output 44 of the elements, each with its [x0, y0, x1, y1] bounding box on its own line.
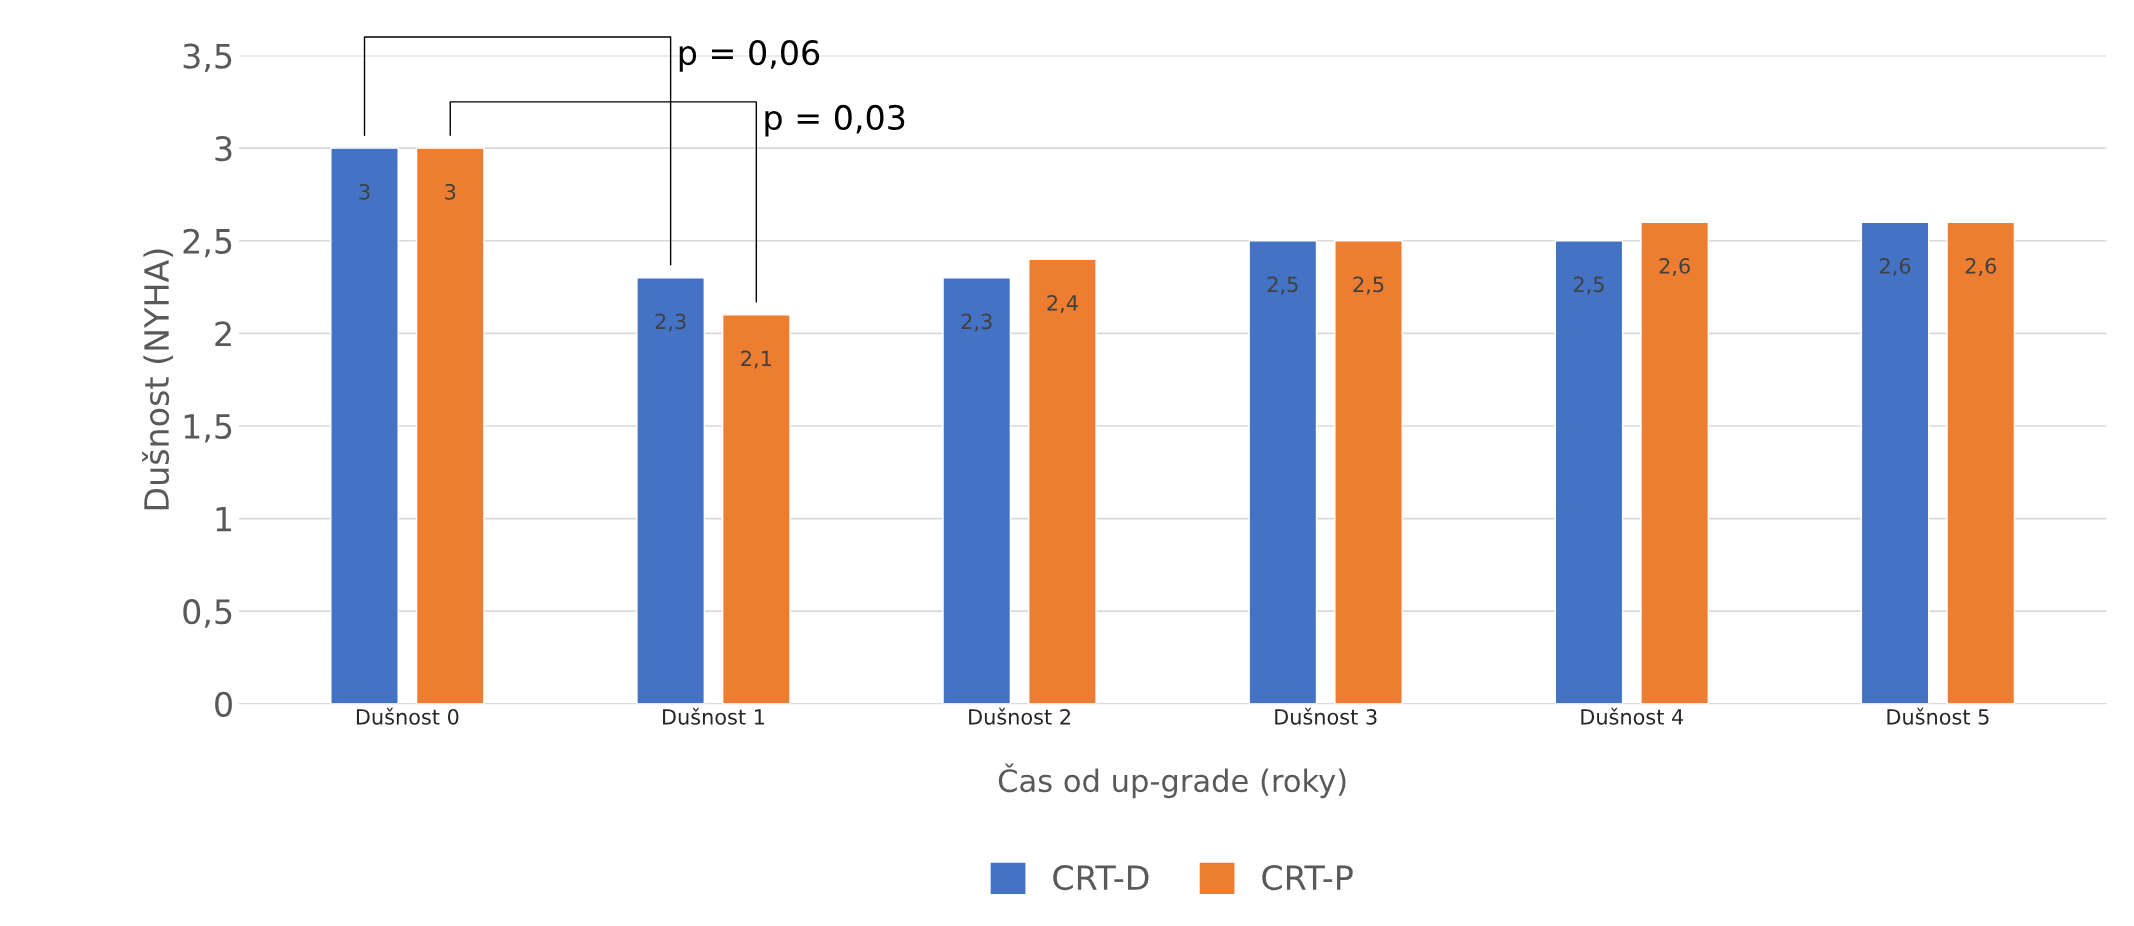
legend-label: CRT-D: [1053, 864, 1149, 891]
x-tick-label: Dušnost 2: [969, 707, 1070, 725]
bar: [721, 314, 791, 704]
x-tick-label: Dušnost 3: [1275, 707, 1377, 725]
x-tick-label: Dušnost 5: [1887, 707, 1989, 725]
bar: [330, 147, 399, 704]
bar: [942, 277, 1012, 704]
y-tick-label: 3: [215, 136, 232, 162]
annotation: p = 0,06: [679, 40, 820, 72]
data-label: 2,3: [961, 313, 992, 332]
bar: [1554, 240, 1624, 704]
legend-label: CRT-P: [1262, 864, 1353, 891]
x-axis-title: Čas od up-grade (roky): [998, 763, 1346, 799]
bar: [415, 147, 485, 704]
y-tick-label: 2: [215, 321, 231, 347]
data-label: 2,6: [1659, 258, 1690, 276]
x-tick-label: Dušnost 4: [1581, 707, 1684, 725]
x-tick-label: Dušnost 1: [663, 707, 765, 725]
data-label: 2,4: [1047, 295, 1078, 313]
bar: [1860, 221, 1930, 704]
data-label: 2,5: [1573, 276, 1604, 295]
y-tick-label: 0: [215, 691, 232, 717]
bar: [636, 277, 705, 704]
bar: [1946, 221, 2016, 704]
annotation: p = 0,03: [765, 104, 905, 137]
bar: [1028, 258, 1097, 704]
data-label: 3: [445, 183, 456, 200]
y-tick-label: 1: [216, 506, 232, 532]
data-label: 2,6: [1880, 258, 1911, 276]
bar: [1334, 240, 1403, 704]
data-label: 2,1: [741, 350, 771, 369]
bar: [1640, 221, 1710, 704]
data-label: 3: [359, 183, 370, 200]
y-tick-label: 1,5: [184, 414, 232, 443]
data-label: 2,5: [1267, 276, 1298, 295]
data-label: 2,6: [1965, 258, 1997, 276]
y-axis-title: Dušnost (NYHA): [141, 249, 174, 510]
y-tick-label: 0,5: [183, 599, 232, 628]
data-label: 2,5: [1353, 276, 1384, 295]
data-label: 2,3: [655, 313, 686, 332]
x-tick-label: Dušnost 0: [356, 707, 459, 725]
bar: [1248, 240, 1318, 704]
y-tick-label: 3,5: [183, 43, 232, 73]
y-tick-label: 2,5: [183, 228, 232, 258]
